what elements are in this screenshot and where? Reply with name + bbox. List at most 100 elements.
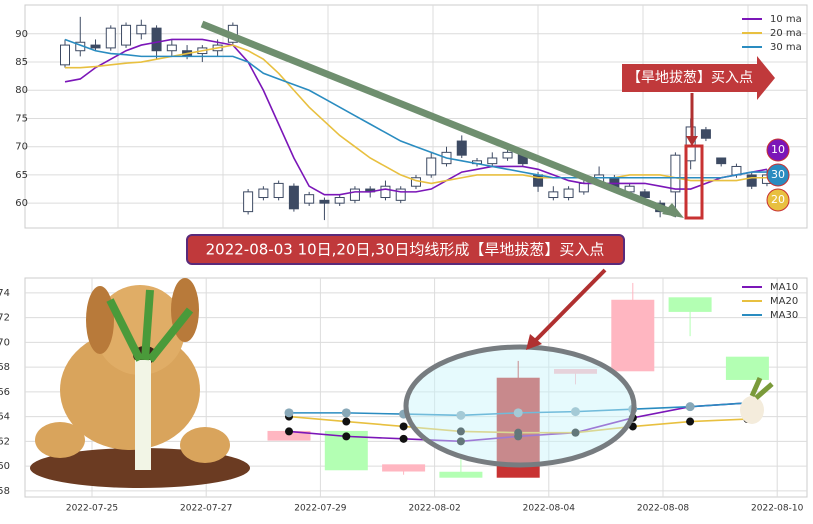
y-tick-label: 60: [0, 461, 10, 472]
callout-text: 【旱地拔葱】买入点: [627, 70, 753, 86]
ma-badge: [766, 163, 790, 187]
y-tick-label: 68: [0, 362, 10, 373]
candle-body: [548, 191, 559, 199]
highlight-box: [684, 144, 704, 220]
candle-body: [243, 191, 254, 213]
legend-label: 20 ma: [770, 28, 802, 39]
candle-body: [395, 188, 406, 201]
ma-line: [64, 38, 767, 179]
candle-body: [136, 24, 147, 35]
candle-body: [90, 44, 101, 49]
ma-point: [686, 417, 695, 426]
ma-point: [284, 408, 294, 418]
x-tick-label: 2022-08-10: [751, 504, 804, 514]
legend-label: 30 ma: [770, 42, 802, 53]
candle-body: [668, 297, 712, 312]
candle-body: [380, 185, 391, 199]
candle-body: [121, 24, 132, 46]
y-tick-label: 58: [0, 486, 10, 497]
ma-point: [571, 428, 580, 437]
candle-body: [304, 194, 315, 204]
pointer-arrow-head: [526, 334, 542, 350]
legend-label: MA20: [770, 296, 798, 307]
y-tick-label: 70: [15, 142, 28, 153]
candle-body: [334, 197, 345, 204]
candle-body: [578, 182, 589, 193]
candle-body: [426, 157, 437, 176]
legend-label: MA30: [770, 310, 798, 321]
trend-arrow: [200, 20, 678, 218]
candle-body: [349, 188, 360, 201]
y-tick-label: 60: [15, 198, 28, 209]
candle-body: [496, 377, 540, 478]
y-tick-label: 64: [0, 412, 10, 423]
ma-point: [685, 402, 695, 412]
y-tick-label: 70: [0, 337, 10, 348]
candle-body: [554, 369, 597, 374]
ma-badge-label: 10: [771, 143, 785, 156]
candle-body: [746, 174, 757, 187]
banner-text: 2022-08-03 10日,20日,30日均线形成【旱地拔葱】买入点: [206, 241, 605, 259]
candle-body: [502, 151, 513, 159]
ma-badge-label: 20: [771, 193, 785, 206]
x-tick-label: 2022-07-29: [294, 504, 347, 514]
ma-badge: [766, 138, 790, 162]
x-tick-label: 2022-07-27: [180, 504, 232, 514]
candle-body: [288, 185, 299, 210]
candle-body: [563, 188, 574, 199]
trend-arrow-head: [662, 203, 684, 218]
candle-body: [456, 140, 467, 156]
ma-point: [341, 408, 351, 418]
legend-label: 10 ma: [770, 14, 802, 25]
x-tick-label: 2022-08-04: [523, 504, 576, 514]
ma-point: [456, 410, 466, 420]
candle-body: [725, 356, 769, 380]
callout-box: [622, 56, 775, 100]
ma-point: [399, 434, 408, 443]
y-tick-label: 75: [15, 113, 28, 124]
y-tick-label: 90: [15, 29, 28, 40]
candle-body: [439, 471, 483, 478]
x-tick-label: 2022-08-08: [637, 504, 690, 514]
dog-illustration: [30, 278, 250, 488]
y-tick-label: 74: [0, 288, 10, 299]
ma-line: [64, 38, 768, 196]
y-tick-label: 66: [0, 387, 10, 398]
legend-label: MA10: [770, 282, 798, 293]
candle-body: [151, 27, 162, 52]
callout-arrow-head: [686, 136, 698, 146]
candle-body: [639, 191, 650, 199]
banner: [186, 234, 625, 265]
y-tick-label: 85: [15, 57, 28, 68]
ma-point: [456, 427, 465, 436]
candle-body: [382, 464, 426, 472]
candle-body: [166, 44, 177, 52]
ma-point: [514, 428, 523, 437]
y-tick-label: 80: [15, 85, 28, 96]
ma-point: [285, 427, 293, 436]
ma-point: [342, 432, 351, 441]
candle-body: [273, 182, 284, 199]
x-tick-label: 2022-07-25: [66, 504, 118, 514]
candle-body: [611, 299, 655, 372]
y-tick-label: 65: [15, 170, 28, 181]
ma-badge: [766, 188, 790, 212]
candle-body: [670, 154, 681, 193]
candle-body: [700, 129, 711, 139]
candle-body: [319, 199, 330, 204]
y-tick-label: 62: [0, 436, 10, 447]
ma-point: [456, 437, 465, 446]
ma-point: [571, 407, 580, 417]
candle-body: [716, 157, 727, 165]
ma-point: [513, 408, 523, 418]
y-tick-label: 72: [0, 313, 10, 324]
ma-badge-label: 30: [771, 168, 785, 181]
ma-point: [399, 422, 408, 431]
pointer-arrow: [532, 268, 607, 344]
candle-body: [105, 27, 116, 49]
top-plot: [24, 4, 808, 229]
ma-point: [342, 417, 351, 426]
x-tick-label: 2022-08-02: [408, 504, 460, 514]
candle-body: [258, 188, 269, 199]
